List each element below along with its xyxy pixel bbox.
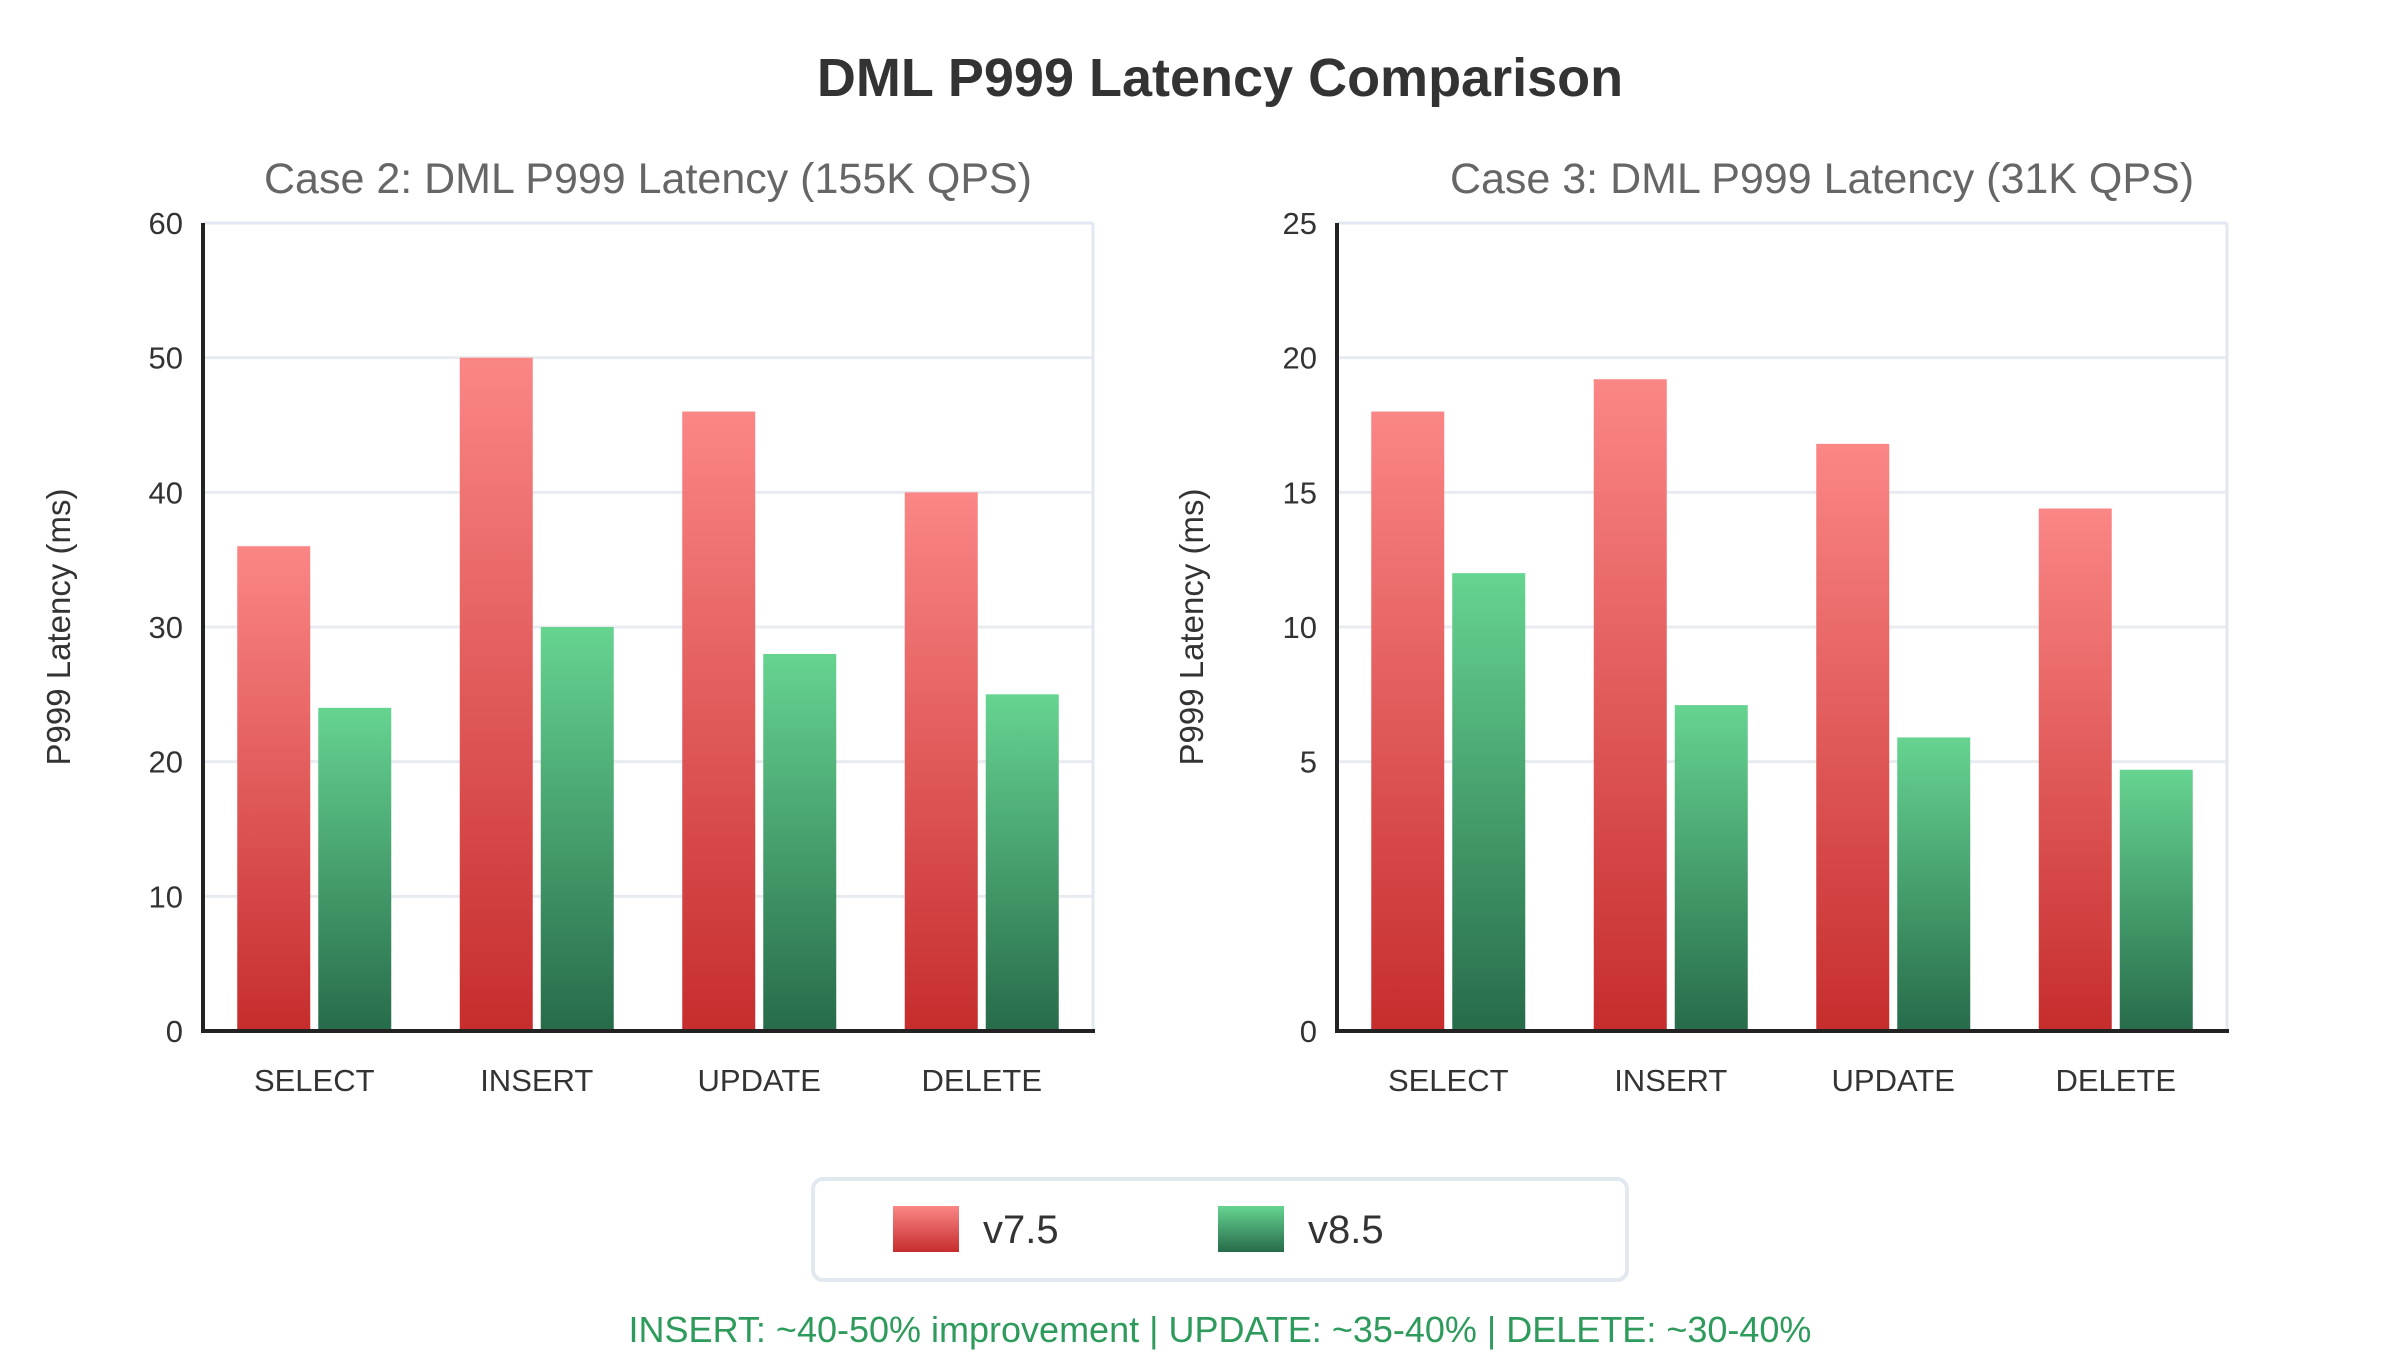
x-tick-label-delete: DELETE xyxy=(921,1063,1042,1098)
bar-v8-5-insert xyxy=(540,627,614,1031)
panel-title: Case 3: DML P999 Latency (31K QPS) xyxy=(1450,155,2194,203)
legend-label-v7-5: v7.5 xyxy=(983,1208,1059,1252)
legend-swatch-v8-5 xyxy=(1218,1206,1284,1252)
bar-v8-5-select xyxy=(318,707,392,1031)
x-tick-label-insert: INSERT xyxy=(480,1063,593,1098)
y-tick-label: 40 xyxy=(149,475,183,510)
bar-v7-5-delete xyxy=(2038,508,2112,1031)
bar-v7-5-insert xyxy=(459,357,533,1032)
bar-v7-5-delete xyxy=(904,492,978,1031)
x-tick-label-delete: DELETE xyxy=(2055,1063,2176,1098)
y-tick-label: 0 xyxy=(166,1014,183,1049)
chart-title: DML P999 Latency Comparison xyxy=(817,48,1623,108)
y-tick-label: 50 xyxy=(149,341,183,376)
bar-v8-5-select xyxy=(1452,573,1526,1031)
y-axis-label: P999 Latency (ms) xyxy=(40,489,77,766)
panel-title: Case 2: DML P999 Latency (155K QPS) xyxy=(264,155,1032,203)
y-tick-label: 60 xyxy=(149,206,183,241)
bar-v7-5-select xyxy=(237,546,311,1031)
legend-label-v8-5: v8.5 xyxy=(1308,1208,1384,1252)
improvement-note: INSERT: ~40-50% improvement | UPDATE: ~3… xyxy=(629,1309,1812,1350)
bar-v7-5-insert xyxy=(1593,379,1667,1031)
y-tick-label: 20 xyxy=(149,745,183,780)
legend-swatch-v7-5 xyxy=(893,1206,959,1252)
y-tick-label: 20 xyxy=(1283,341,1317,376)
x-tick-label-insert: INSERT xyxy=(1614,1063,1727,1098)
y-tick-label: 5 xyxy=(1300,745,1317,780)
bar-v8-5-update xyxy=(763,653,837,1031)
y-tick-label: 25 xyxy=(1283,206,1317,241)
x-tick-label-select: SELECT xyxy=(1388,1063,1509,1098)
y-tick-label: 15 xyxy=(1283,475,1317,510)
y-tick-label: 0 xyxy=(1300,1014,1317,1049)
bar-v7-5-update xyxy=(682,411,756,1031)
bar-v8-5-update xyxy=(1897,737,1971,1031)
x-tick-label-select: SELECT xyxy=(254,1063,375,1098)
y-tick-label: 30 xyxy=(149,610,183,645)
bar-v8-5-insert xyxy=(1674,705,1748,1031)
x-tick-label-update: UPDATE xyxy=(1832,1063,1955,1098)
y-tick-label: 10 xyxy=(149,879,183,914)
bar-v8-5-delete xyxy=(985,694,1059,1031)
y-axis-label: P999 Latency (ms) xyxy=(1173,489,1210,766)
legend: v7.5 v8.5 xyxy=(811,1177,1629,1282)
y-tick-label: 10 xyxy=(1283,610,1317,645)
bar-v7-5-select xyxy=(1371,411,1445,1031)
chart-panel-case-2: Case 2: DML P999 Latency (155K QPS) 0 10 20… xyxy=(40,155,1095,1098)
bar-v7-5-update xyxy=(1816,443,1890,1031)
chart-panel-case-3: Case 3: DML P999 Latency (31K QPS) 0 5 10 15… xyxy=(1173,155,2229,1098)
x-tick-label-update: UPDATE xyxy=(698,1063,821,1098)
bar-v8-5-delete xyxy=(2119,769,2193,1031)
